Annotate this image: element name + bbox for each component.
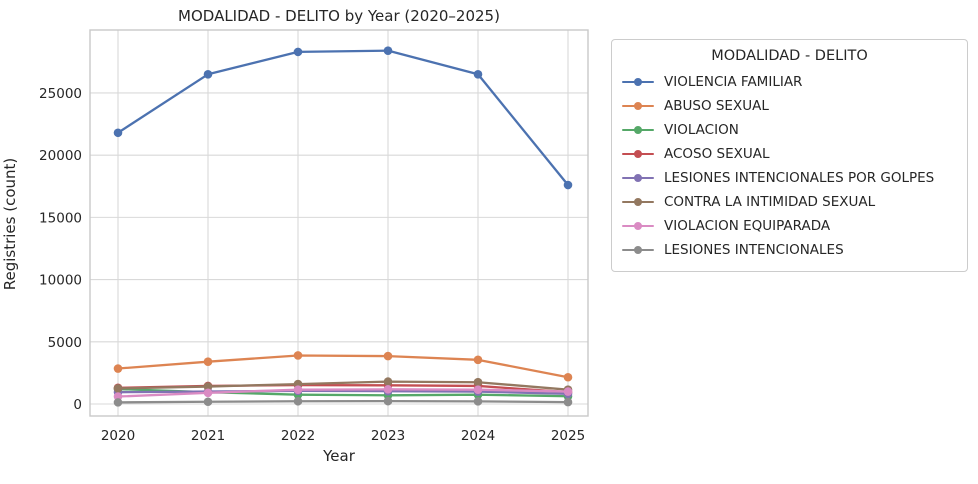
series-line-violacion-equiparada <box>116 388 570 398</box>
axes-spines <box>89 29 589 417</box>
legend-line-marker-icon <box>622 197 654 207</box>
legend-line-marker-icon <box>622 245 654 255</box>
data-point <box>293 351 303 360</box>
data-point <box>293 385 303 394</box>
series-line-lesiones-intencionales <box>116 399 570 404</box>
x-tick-label: 2020 <box>101 428 135 444</box>
y-tick-label: 25000 <box>39 86 82 102</box>
legend-entry: CONTRA LA INTIMIDAD SEXUAL <box>622 190 957 214</box>
legend-entry: VIOLACION EQUIPARADA <box>622 214 957 238</box>
data-point <box>113 128 123 138</box>
series-line-violencia-familiar <box>116 49 570 187</box>
legend-entry: ABUSO SEXUAL <box>622 94 957 118</box>
data-point <box>293 47 303 57</box>
chart-title: MODALIDAD - DELITO by Year (2020–2025) <box>178 7 500 25</box>
legend-box: MODALIDAD - DELITO VIOLENCIA FAMILIAR ABU… <box>611 39 968 272</box>
data-point <box>383 46 393 55</box>
legend-entry: VIOLACION <box>622 118 957 142</box>
data-point <box>563 397 573 407</box>
data-point <box>113 364 123 373</box>
data-point <box>473 355 483 365</box>
legend-title: MODALIDAD - DELITO <box>711 48 868 64</box>
x-tick-label: 2023 <box>371 428 405 444</box>
series-line-contra-la-intimidad-sexual <box>116 380 570 391</box>
data-point <box>563 387 573 396</box>
x-axis-label: Year <box>323 447 355 465</box>
x-tick-label: 2022 <box>281 428 315 444</box>
data-point <box>473 397 483 406</box>
data-point <box>473 377 483 387</box>
legend-label: VIOLENCIA FAMILIAR <box>664 74 803 90</box>
legend-line-marker-icon <box>622 221 654 231</box>
data-point <box>383 377 393 386</box>
data-point <box>563 372 573 382</box>
y-tick-label: 10000 <box>39 273 82 289</box>
data-point <box>473 385 483 394</box>
data-point <box>383 385 393 394</box>
data-point <box>113 398 123 407</box>
data-point <box>203 69 213 79</box>
y-tick-label: 0 <box>73 397 82 413</box>
legend-label: ACOSO SEXUAL <box>664 146 770 162</box>
series-line-abuso-sexual <box>116 354 570 379</box>
legend-line-marker-icon <box>622 77 654 87</box>
plot-area <box>90 30 588 416</box>
x-tick-label: 2025 <box>551 428 585 444</box>
data-point <box>293 396 303 406</box>
legend-entry: VIOLENCIA FAMILIAR <box>622 70 957 94</box>
data-point <box>383 351 393 361</box>
legend-entry: ACOSO SEXUAL <box>622 142 957 166</box>
legend-entry: LESIONES INTENCIONALES POR GOLPES <box>622 166 957 190</box>
legend-label: LESIONES INTENCIONALES <box>664 242 844 258</box>
legend-label: CONTRA LA INTIMIDAD SEXUAL <box>664 194 876 210</box>
legend-line-marker-icon <box>622 173 654 183</box>
data-point <box>473 69 483 79</box>
y-tick-label: 15000 <box>39 210 82 226</box>
y-tick-label: 20000 <box>39 148 82 164</box>
x-tick-label: 2024 <box>461 428 495 444</box>
y-axis-label: Registries (count) <box>1 157 19 291</box>
legend-label: VIOLACION <box>664 122 739 138</box>
legend-label: ABUSO SEXUAL <box>664 98 769 114</box>
data-point <box>383 396 393 406</box>
legend-items: VIOLENCIA FAMILIAR ABUSO SEXUAL VIOLACION A… <box>622 70 957 262</box>
y-tick-label: 5000 <box>48 335 82 351</box>
data-point <box>203 357 213 366</box>
data-point <box>203 397 213 407</box>
legend-line-marker-icon <box>622 125 654 135</box>
data-point <box>113 384 123 393</box>
series-line-lesiones-intencionales-por-golpes <box>116 389 570 395</box>
x-tick-label: 2021 <box>191 428 225 444</box>
legend-line-marker-icon <box>622 101 654 111</box>
data-point <box>563 180 573 190</box>
data-point <box>203 388 213 398</box>
legend-label: VIOLACION EQUIPARADA <box>664 218 831 234</box>
legend-entry: LESIONES INTENCIONALES <box>622 238 957 262</box>
data-point <box>203 382 213 391</box>
legend-line-marker-icon <box>622 149 654 159</box>
legend-label: LESIONES INTENCIONALES POR GOLPES <box>664 170 935 186</box>
